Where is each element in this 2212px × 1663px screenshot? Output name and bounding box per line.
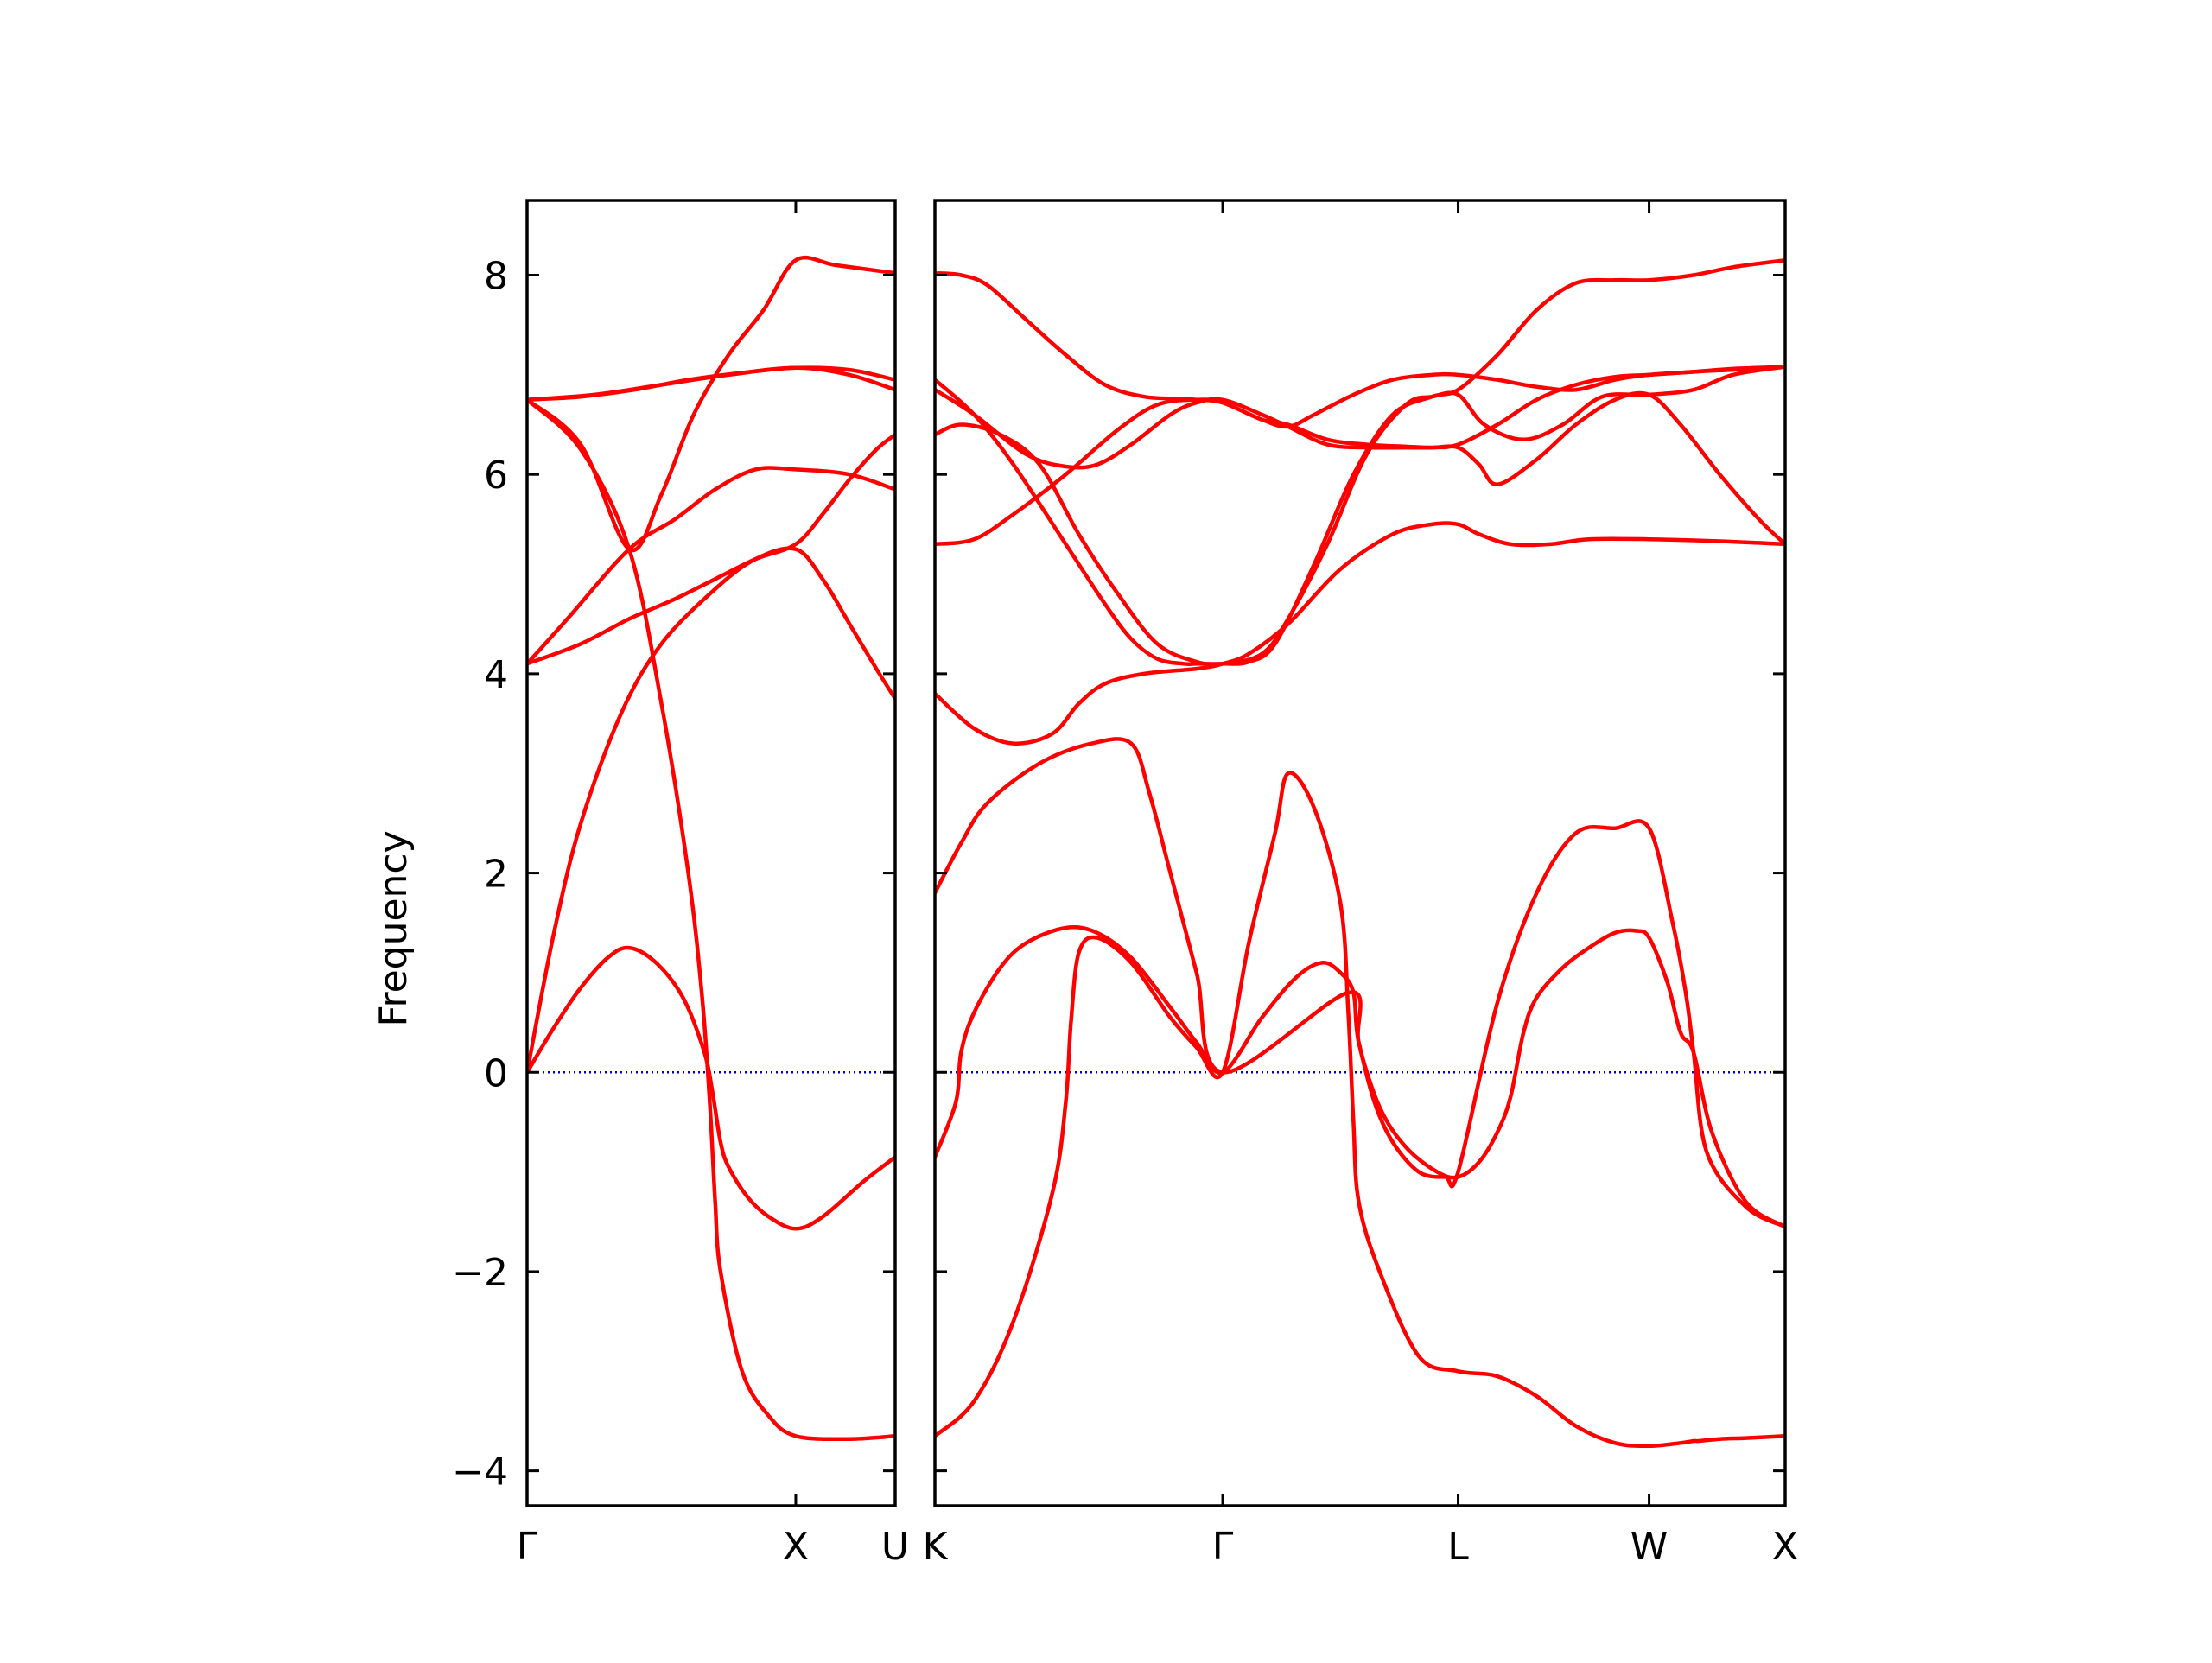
x-tick-label: W xyxy=(1630,1525,1669,1569)
x-tick-label: X xyxy=(1772,1525,1798,1569)
y-tick-label: 0 xyxy=(484,1051,508,1095)
x-tick-label: Γ xyxy=(517,1525,538,1569)
x-tick-label: L xyxy=(1447,1525,1469,1569)
band-line-2-9 xyxy=(935,270,1785,429)
band-line-1-5 xyxy=(527,397,895,1442)
x-tick-label: K xyxy=(923,1525,949,1569)
panel-1: Γ X U −4 −2 0 2 4 6 8 xyxy=(452,199,909,1569)
band-line-1-2 xyxy=(527,546,895,1075)
band-line-1-1 xyxy=(527,945,895,1231)
x-tick-label: X xyxy=(783,1525,809,1569)
band-line-2-1 xyxy=(935,925,1785,1229)
y-tick-label: 2 xyxy=(484,853,508,897)
band-line-1-8 xyxy=(527,365,895,402)
band-line-2-3 xyxy=(935,737,1785,1229)
y-tick-label: 4 xyxy=(484,653,508,697)
band-series-group xyxy=(527,255,895,1442)
band-line-2-8 xyxy=(935,257,1785,666)
y-tick-label: −4 xyxy=(452,1450,508,1495)
band-line-1-3 xyxy=(527,432,895,666)
band-line-1-6 xyxy=(527,255,895,553)
x-tick-label: Γ xyxy=(1212,1525,1234,1569)
y-tick-label: 8 xyxy=(484,255,508,299)
y-axis-title: Frequency xyxy=(372,830,416,1026)
y-tick-label: −2 xyxy=(452,1251,508,1295)
band-line-1-4 xyxy=(527,466,895,666)
band-series-group xyxy=(935,257,1785,1449)
band-line-2-6 xyxy=(935,365,1785,667)
panels: Γ X U −4 −2 0 2 4 6 8 K Γ L W X xyxy=(452,199,1798,1569)
band-line-2-7 xyxy=(935,365,1785,470)
x-tick-label: U xyxy=(881,1525,909,1569)
panel-frame xyxy=(525,199,897,1507)
panel-frame xyxy=(933,199,1787,1507)
y-tick-label: 6 xyxy=(484,454,508,498)
band-line-2-2 xyxy=(935,771,1785,1449)
band-line-2-4 xyxy=(935,521,1785,746)
